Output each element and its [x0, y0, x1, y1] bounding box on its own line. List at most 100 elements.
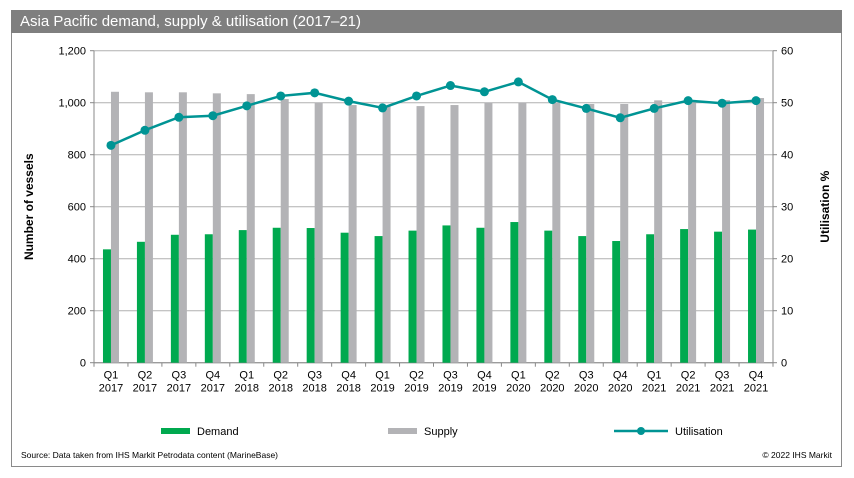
demand-bar	[680, 229, 689, 363]
x-tick-label-year: 2019	[472, 383, 496, 395]
x-tick-label-quarter: Q1	[239, 370, 254, 382]
supply-bar	[756, 98, 765, 363]
utilisation-marker	[378, 103, 388, 113]
legend-demand-swatch	[161, 428, 190, 434]
y2-tick-label: 0	[781, 358, 787, 370]
supply-bar	[654, 100, 663, 363]
demand-bar	[748, 229, 757, 363]
x-tick-label-quarter: Q1	[104, 370, 119, 382]
demand-bar	[340, 232, 349, 363]
x-tick-label-quarter: Q1	[511, 370, 526, 382]
x-tick-label-quarter: Q2	[545, 370, 560, 382]
x-tick-label-year: 2017	[99, 383, 123, 395]
utilisation-marker	[344, 96, 354, 106]
demand-bar	[544, 230, 553, 363]
supply-bar	[586, 104, 595, 363]
supply-bar	[688, 101, 697, 363]
y-tick-label: 800	[68, 150, 86, 162]
x-tick-label-quarter: Q3	[579, 370, 594, 382]
x-tick-label-year: 2019	[370, 383, 394, 395]
demand-bar	[204, 234, 213, 363]
source-note: Source: Data taken from IHS Markit Petro…	[21, 450, 279, 460]
x-tick-label-year: 2021	[642, 383, 666, 395]
demand-bar	[170, 234, 179, 363]
demand-bar	[374, 236, 383, 363]
x-tick-label-year: 2021	[676, 383, 700, 395]
utilisation-marker	[479, 87, 489, 97]
utilisation-marker	[547, 95, 557, 105]
y-tick-label: 600	[68, 202, 86, 214]
x-tick-label-year: 2017	[167, 383, 191, 395]
supply-bar	[450, 105, 459, 363]
x-tick-label-quarter: Q3	[307, 370, 322, 382]
legend-utilisation-marker	[637, 427, 645, 435]
supply-bar	[552, 102, 561, 363]
x-tick-label-year: 2020	[540, 383, 564, 395]
x-tick-label-year: 2017	[201, 383, 225, 395]
y2-tick-label: 40	[781, 150, 793, 162]
demand-bar	[408, 230, 417, 363]
x-tick-label-year: 2020	[608, 383, 632, 395]
y-tick-label: 200	[68, 306, 86, 318]
demand-bar	[306, 228, 315, 363]
utilisation-marker	[581, 103, 591, 113]
utilisation-marker	[513, 77, 523, 87]
utilisation-marker	[751, 96, 761, 106]
x-tick-label-quarter: Q3	[715, 370, 730, 382]
legend-supply-label: Supply	[424, 426, 458, 438]
x-tick-label-year: 2017	[133, 383, 157, 395]
supply-bar	[348, 105, 357, 363]
supply-bar	[722, 100, 731, 363]
x-tick-label-year: 2019	[404, 383, 428, 395]
x-tick-label-year: 2020	[574, 383, 598, 395]
x-tick-label-quarter: Q4	[341, 370, 356, 382]
utilisation-marker	[717, 98, 727, 108]
demand-bar	[442, 225, 451, 363]
y2-tick-label: 60	[781, 46, 793, 58]
x-tick-label-year: 2019	[438, 383, 462, 395]
y2-tick-label: 10	[781, 306, 793, 318]
y-tick-label: 0	[80, 358, 86, 370]
y-tick-label: 1,000	[58, 98, 86, 110]
legend-utilisation-label: Utilisation	[675, 426, 723, 438]
supply-bar	[314, 102, 323, 363]
demand-bar	[578, 236, 587, 363]
x-tick-label-year: 2020	[506, 383, 530, 395]
x-tick-label-quarter: Q1	[375, 370, 390, 382]
y2-tick-label: 20	[781, 254, 793, 266]
x-tick-label-year: 2018	[268, 383, 292, 395]
demand-bar	[510, 222, 519, 363]
legend-supply-swatch	[388, 428, 417, 434]
utilisation-marker	[310, 88, 320, 98]
x-tick-label-quarter: Q2	[409, 370, 424, 382]
x-tick-label-year: 2021	[710, 383, 734, 395]
utilisation-marker	[140, 125, 150, 135]
x-tick-label-quarter: Q4	[749, 370, 764, 382]
x-tick-label-year: 2018	[235, 383, 259, 395]
x-tick-label-quarter: Q2	[138, 370, 153, 382]
utilisation-line	[110, 80, 757, 147]
supply-bar	[382, 105, 391, 363]
x-tick-label-quarter: Q1	[647, 370, 662, 382]
supply-bar	[620, 104, 629, 363]
supply-bar	[144, 92, 153, 363]
x-tick-label-quarter: Q4	[205, 370, 220, 382]
supply-bar	[416, 106, 425, 363]
utilisation-marker	[615, 113, 625, 123]
y2-axis-label: Utilisation %	[818, 170, 832, 242]
supply-bar	[484, 102, 493, 363]
x-tick-label-year: 2021	[744, 383, 768, 395]
demand-bar	[646, 234, 655, 363]
demand-bar	[272, 227, 281, 363]
x-tick-label-quarter: Q4	[613, 370, 628, 382]
demand-bar	[102, 249, 111, 363]
y-axis-label: Number of vessels	[22, 153, 36, 260]
utilisation-marker	[242, 101, 252, 111]
demand-bar	[714, 231, 723, 363]
utilisation-marker	[174, 112, 184, 122]
x-tick-label-quarter: Q3	[172, 370, 187, 382]
y2-tick-label: 50	[781, 98, 793, 110]
y-tick-label: 400	[68, 254, 86, 266]
supply-bar	[246, 94, 255, 363]
